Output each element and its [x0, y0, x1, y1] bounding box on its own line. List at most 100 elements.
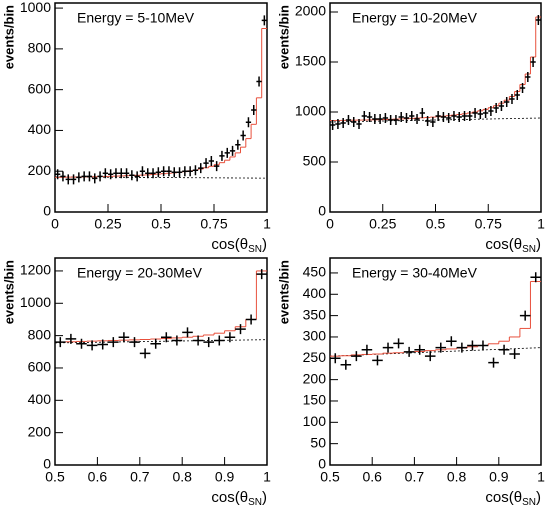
x-label-part: cos(θ — [211, 489, 248, 506]
y-tick-label: 2000 — [295, 3, 326, 19]
data-point — [224, 147, 230, 158]
baseline — [329, 117, 542, 123]
data-point — [477, 109, 483, 119]
x-tick-label: 0.5 — [151, 216, 171, 232]
data-point — [251, 105, 257, 116]
data-point — [382, 342, 394, 353]
data-point — [525, 72, 531, 82]
data-point — [377, 114, 383, 124]
x-label-part: ) — [262, 489, 267, 506]
data-point — [176, 167, 183, 178]
data-point — [361, 111, 367, 121]
y-tick-label: 400 — [28, 391, 52, 407]
baseline — [54, 339, 268, 344]
data-point — [467, 340, 478, 351]
panel: 0 50 100 150 200 250 300 350 400 450 0.5 0.6 0.7 0.8 0… — [276, 257, 545, 508]
data-point — [446, 336, 457, 347]
x-tick-label: 0.8 — [447, 469, 467, 485]
y-tick-label: 250 — [303, 349, 327, 365]
data-point — [203, 337, 214, 348]
data-point — [187, 166, 193, 177]
data-point — [514, 90, 520, 100]
data-point — [155, 167, 161, 178]
x-tick-label: 0.5 — [426, 216, 446, 232]
x-label-sub: SN — [248, 244, 262, 255]
plot-frame — [329, 257, 542, 466]
panel-title: Energy = 20-30MeV — [77, 265, 203, 281]
data-point — [340, 359, 352, 370]
data-point — [55, 169, 61, 180]
data-point — [86, 171, 93, 182]
data-point — [519, 310, 531, 321]
data-point — [414, 114, 420, 124]
plot-frame — [329, 2, 542, 213]
data-point — [435, 342, 447, 353]
data-point — [245, 117, 252, 128]
data-point — [345, 115, 352, 125]
x-tick-label: 0.7 — [130, 469, 150, 485]
data-point — [65, 333, 77, 344]
y-tick-label: 200 — [28, 162, 52, 178]
data-point — [498, 344, 510, 355]
data-point — [182, 327, 193, 338]
data-point — [108, 169, 114, 180]
x-tick-label: 0.5 — [45, 469, 65, 485]
y-tick-label: 0 — [318, 203, 326, 219]
data-point — [493, 103, 499, 113]
data-point — [424, 116, 431, 126]
y-tick-label: 150 — [303, 392, 327, 408]
data-point — [488, 106, 494, 116]
data-point — [451, 111, 457, 121]
y-tick-label: 1000 — [20, 0, 51, 15]
y-tick-label: 800 — [28, 40, 52, 56]
panel: 0 200 400 600 800 1000 1200 0.5 0.6 0.7 0.8 0.9 1 Ene… — [1, 257, 271, 508]
x-tick-label: 1 — [537, 469, 545, 485]
y-tick-label: 0 — [318, 456, 326, 472]
plot-frame — [54, 257, 268, 466]
data-point — [398, 112, 404, 122]
data-point — [535, 15, 541, 25]
data-point — [129, 170, 135, 181]
x-tick-label: 0 — [51, 216, 59, 232]
x-tick-label: 0 — [326, 216, 334, 232]
x-label-part: ) — [262, 236, 267, 253]
data-point — [330, 120, 336, 130]
y-tick-label: 200 — [28, 423, 52, 439]
data-point — [86, 340, 98, 351]
y-axis-label: events/bin — [1, 260, 16, 324]
data-point — [330, 353, 341, 364]
data-point — [235, 139, 241, 150]
data-point — [224, 332, 236, 343]
x-label-part: cos(θ — [485, 489, 522, 506]
data-point — [504, 97, 510, 107]
data-point — [113, 168, 119, 179]
data-point — [70, 174, 77, 185]
data-point — [414, 344, 425, 355]
data-point — [145, 168, 151, 179]
data-point — [166, 166, 172, 177]
x-axis-label: cos(θSN) — [485, 489, 541, 508]
data-point — [256, 269, 267, 280]
data-point — [245, 314, 257, 325]
data-point — [235, 324, 246, 335]
x-tick-label: 0.5 — [320, 469, 340, 485]
data-point — [102, 168, 108, 179]
y-tick-label: 1200 — [20, 262, 51, 278]
data-point — [472, 108, 478, 118]
data-point — [161, 332, 172, 343]
y-tick-label: 500 — [303, 153, 327, 169]
data-point — [129, 337, 140, 348]
data-point — [424, 351, 436, 362]
x-tick-label: 0.6 — [362, 469, 382, 485]
data-point — [171, 335, 183, 346]
data-point — [467, 111, 473, 121]
data-point — [214, 335, 225, 346]
data-point — [393, 338, 404, 349]
x-tick-label: 0.9 — [215, 469, 235, 485]
data-point — [108, 337, 119, 348]
data-point — [150, 168, 156, 179]
data-point — [55, 337, 66, 348]
data-point — [498, 101, 505, 111]
data-point — [403, 113, 410, 123]
